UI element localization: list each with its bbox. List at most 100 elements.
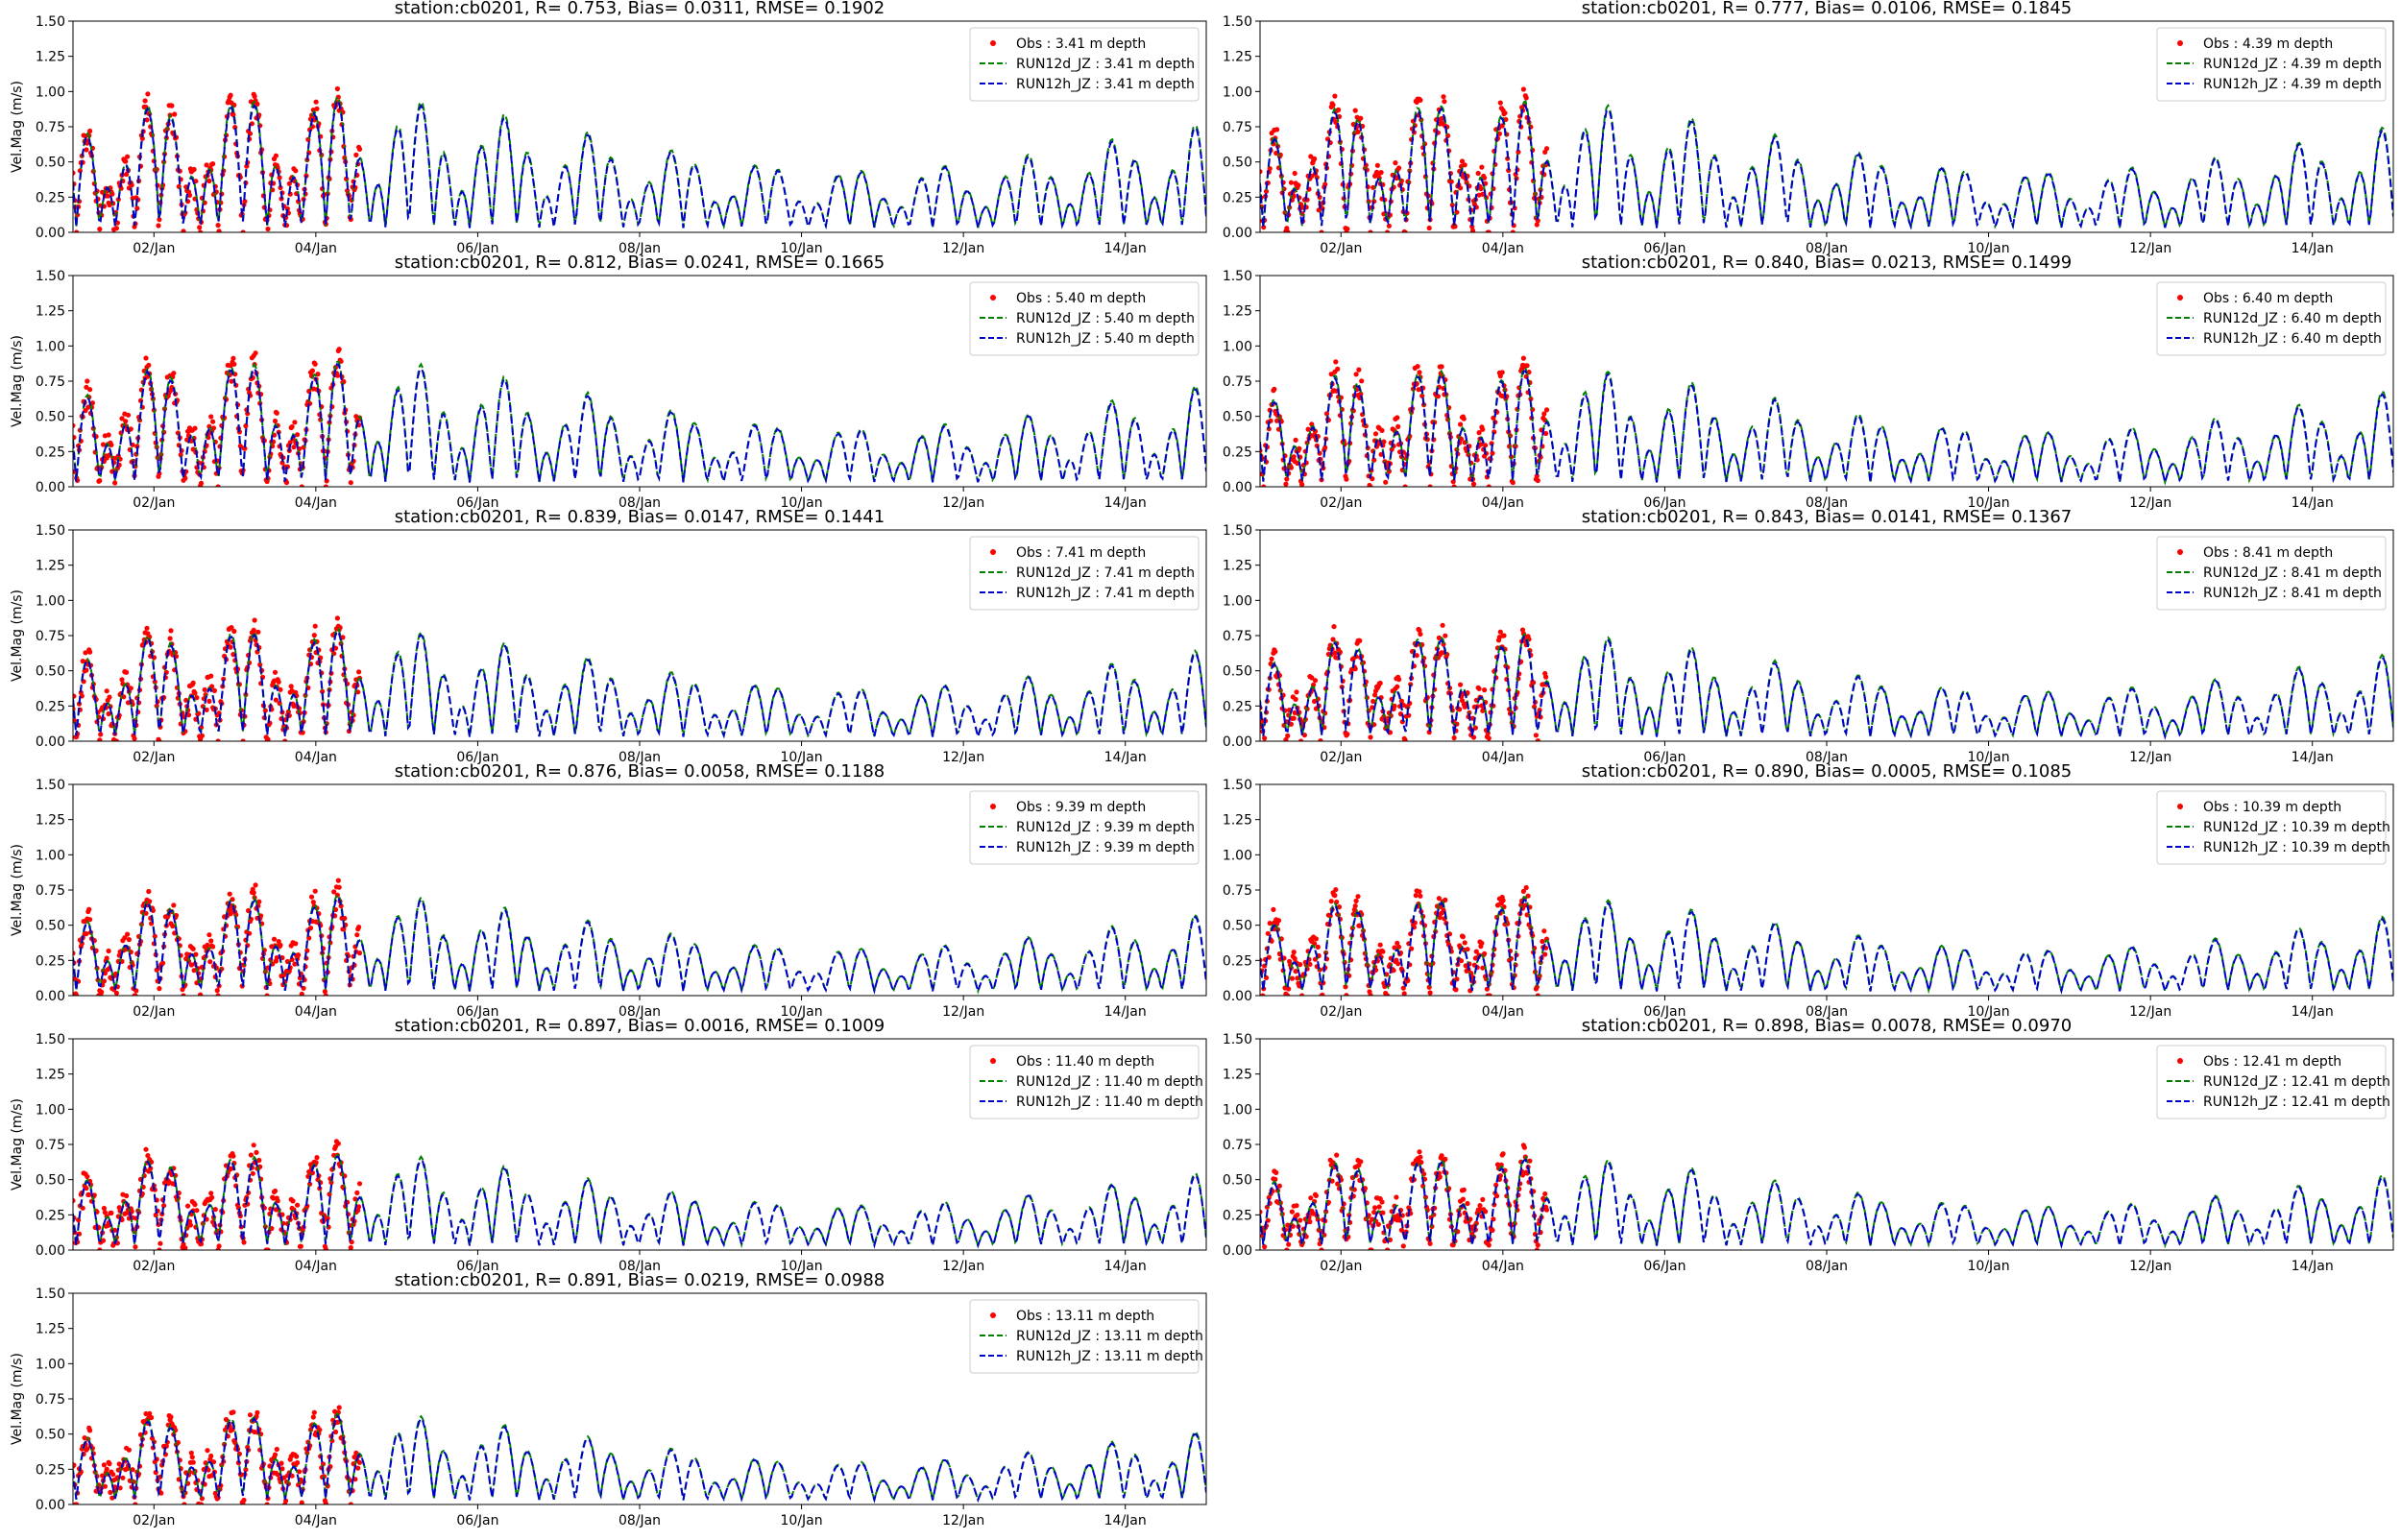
obs-point <box>278 184 283 191</box>
obs-point <box>100 1238 107 1243</box>
obs-point <box>119 416 125 421</box>
plot-area <box>73 85 1206 232</box>
obs-point <box>309 368 315 373</box>
obs-point <box>86 906 92 912</box>
obs-point <box>112 480 118 486</box>
obs-point <box>204 707 209 713</box>
obs-point <box>190 680 196 686</box>
plot-area <box>73 1405 1206 1504</box>
obs-point <box>101 978 107 984</box>
obs-point <box>314 1155 320 1161</box>
y-tick-label: 1.25 <box>36 1068 65 1083</box>
legend-obs-marker <box>990 804 996 809</box>
obs-point <box>126 1447 132 1453</box>
obs-point <box>310 900 316 905</box>
x-tick-label: 08/Jan <box>618 750 661 765</box>
obs-point <box>1486 1242 1492 1248</box>
obs-point <box>73 1197 76 1204</box>
obs-point <box>1293 437 1298 443</box>
x-tick-label: 06/Jan <box>1643 495 1686 511</box>
obs-point <box>240 229 246 232</box>
obs-point <box>356 1181 363 1187</box>
obs-point <box>1296 182 1301 188</box>
obs-point <box>1334 1152 1340 1158</box>
obs-point <box>206 932 212 938</box>
obs-point <box>334 373 340 378</box>
obs-point <box>1473 949 1479 954</box>
plot-area <box>73 1139 1206 1250</box>
obs-point <box>1294 689 1299 695</box>
obs-point <box>1336 107 1342 112</box>
y-tick-label: 1.50 <box>36 14 65 30</box>
obs-point <box>336 1405 342 1410</box>
x-tick-label: 14/Jan <box>1104 241 1147 256</box>
legend-box <box>969 281 1200 356</box>
plot-area <box>1260 86 2393 232</box>
obs-point <box>251 890 256 896</box>
obs-point <box>1520 355 1526 361</box>
x-tick-label: 06/Jan <box>1643 1259 1686 1274</box>
obs-point <box>244 163 250 169</box>
obs-point <box>323 484 328 487</box>
obs-point <box>1307 961 1313 968</box>
y-axis-label: Vel.Mag (m/s) <box>10 335 25 427</box>
obs-point <box>290 1198 296 1204</box>
obs-point <box>1436 635 1442 641</box>
x-tick-label: 02/Jan <box>1320 1259 1362 1274</box>
y-tick-label: 0.00 <box>1223 734 1252 750</box>
obs-point <box>294 1454 300 1459</box>
obs-point <box>1439 115 1444 122</box>
y-tick-label: 1.50 <box>36 523 65 539</box>
legend-entry: RUN12h_JZ : 12.41 m depth <box>2203 1095 2390 1110</box>
x-tick-label: 14/Jan <box>2292 750 2334 765</box>
subplot-title: station:cb0201, R= 0.898, Bias= 0.0078, … <box>1582 1016 2072 1036</box>
obs-point <box>1352 903 1358 909</box>
obs-point <box>230 652 236 658</box>
obs-point <box>1462 162 1467 168</box>
obs-point <box>1500 1151 1506 1157</box>
obs-point <box>1543 407 1550 413</box>
obs-point <box>255 101 260 107</box>
obs-point <box>1319 1247 1324 1250</box>
y-tick-label: 1.50 <box>1223 778 1252 793</box>
legend-obs-marker <box>990 295 996 301</box>
x-tick-label: 10/Jan <box>781 495 823 511</box>
obs-point <box>215 484 221 487</box>
obs-point <box>1391 968 1396 974</box>
obs-point <box>257 662 263 668</box>
obs-point <box>1299 993 1305 996</box>
obs-point <box>1374 162 1380 168</box>
obs-point <box>262 708 268 713</box>
y-tick-label: 1.25 <box>1223 1068 1252 1083</box>
obs-point <box>1260 1209 1263 1215</box>
obs-point <box>207 959 213 965</box>
obs-point <box>192 690 198 696</box>
y-axis-label: Vel.Mag (m/s) <box>10 844 25 936</box>
legend: Obs : 7.41 m depth RUN12d_JZ : 7.41 m dep… <box>969 536 1200 611</box>
obs-point <box>354 1190 360 1195</box>
x-tick-label: 12/Jan <box>2129 1259 2171 1274</box>
obs-point <box>1470 228 1476 232</box>
plot-area <box>1260 622 2393 741</box>
obs-point <box>1480 1196 1486 1202</box>
obs-point <box>87 387 93 393</box>
axes-frame <box>1259 529 2394 742</box>
obs-point <box>1312 698 1318 705</box>
obs-point <box>190 1459 196 1465</box>
obs-point <box>1499 123 1505 129</box>
legend: Obs : 8.41 m depth RUN12d_JZ : 8.41 m dep… <box>2156 536 2387 611</box>
obs-point <box>145 91 151 97</box>
y-tick-label: 1.50 <box>1223 14 1252 30</box>
y-tick-label: 1.25 <box>36 813 65 829</box>
obs-point <box>1418 893 1423 899</box>
obs-point <box>1371 1210 1377 1215</box>
obs-point <box>1267 921 1273 926</box>
y-tick-label: 0.50 <box>36 410 65 425</box>
obs-point <box>1353 898 1359 904</box>
obs-point <box>208 673 214 679</box>
obs-point <box>1385 229 1391 232</box>
subplot-6: station:cb0201, R= 0.843, Bias= 0.0141, … <box>1223 507 2394 765</box>
obs-point <box>128 426 133 432</box>
legend-obs-marker <box>990 1312 996 1318</box>
y-tick-label: 0.75 <box>36 374 65 390</box>
